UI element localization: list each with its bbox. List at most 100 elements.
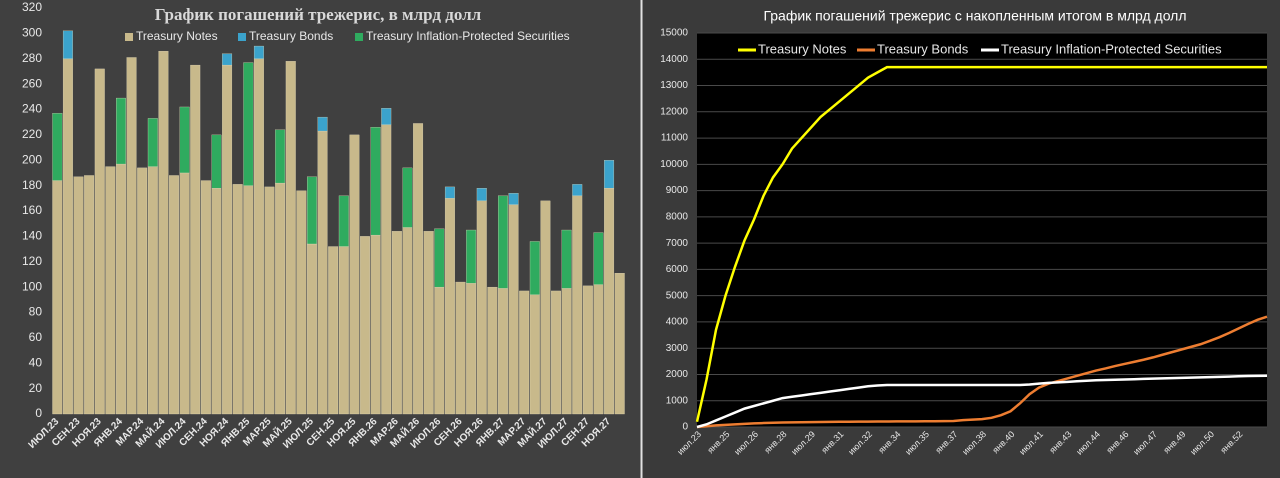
y-tick-label: 180	[22, 178, 42, 192]
y-tick-label: 80	[29, 305, 43, 319]
plot-area	[697, 33, 1267, 427]
bar	[317, 116, 328, 132]
bar	[508, 193, 519, 205]
bar	[540, 200, 551, 415]
y-tick-label: 120	[22, 254, 42, 268]
y-tick-label: 2000	[666, 369, 689, 380]
bar	[614, 273, 625, 415]
bar	[105, 166, 116, 415]
bar	[593, 232, 604, 285]
bar	[402, 227, 413, 415]
y-tick-label: 0	[35, 406, 42, 420]
bar	[338, 246, 349, 415]
bar	[285, 61, 296, 415]
bar	[413, 123, 424, 415]
y-tick-label: 13000	[660, 80, 688, 91]
line	[696, 374, 1268, 429]
bar	[116, 163, 126, 415]
bar	[116, 97, 126, 165]
bar	[52, 180, 63, 415]
y-tick-label: 140	[22, 229, 42, 243]
bar	[275, 129, 286, 184]
y-tick-label: 1000	[666, 395, 689, 406]
bar	[147, 166, 158, 415]
bar	[508, 204, 519, 415]
y-tick-label: 240	[22, 102, 42, 116]
bar	[317, 130, 328, 415]
chart-title: График погашений трежерис, в млрд долл	[155, 5, 482, 24]
bar	[498, 195, 508, 289]
bar	[73, 176, 84, 415]
bar	[179, 172, 190, 415]
bar	[243, 185, 254, 415]
bar	[476, 188, 487, 202]
bar	[381, 108, 392, 125]
y-tick-label: 3000	[666, 343, 689, 354]
bar	[444, 186, 455, 199]
bar	[94, 68, 105, 415]
bar	[275, 182, 286, 415]
bar	[370, 234, 381, 415]
bar	[243, 62, 254, 186]
y-tick-label: 8000	[666, 212, 689, 223]
y-tick-label: 260	[22, 76, 42, 90]
bar	[84, 175, 95, 415]
y-tick-label: 220	[22, 127, 42, 141]
legend-label: Treasury Bonds	[249, 29, 333, 43]
legend-swatch	[125, 33, 133, 41]
legend-label: Treasury Notes	[758, 41, 847, 56]
legend-swatch	[355, 33, 363, 41]
bar	[52, 113, 63, 181]
y-tick-label: 5000	[666, 290, 689, 301]
chart-title: График погашений трежерис с накопленным …	[763, 8, 1186, 24]
y-tick-label: 6000	[666, 264, 689, 275]
bar	[402, 167, 413, 228]
y-tick-label: 9000	[666, 185, 689, 196]
bar	[62, 58, 73, 415]
y-tick-label: 40	[29, 355, 43, 369]
y-tick-label: 10000	[660, 159, 688, 170]
bar	[519, 290, 530, 415]
bar	[370, 127, 381, 236]
bar	[381, 124, 392, 415]
bar	[604, 188, 615, 415]
y-tick-label: 4000	[666, 317, 689, 328]
y-tick-label: 300	[22, 26, 42, 40]
legend-label: Treasury Inflation-Protected Securities	[1001, 41, 1222, 56]
bar	[498, 288, 508, 415]
bar	[529, 294, 540, 415]
bar	[582, 285, 593, 415]
y-tick-label: 200	[22, 152, 42, 166]
y-tick-label: 280	[22, 51, 42, 65]
bar	[423, 231, 434, 415]
y-tick-label: 0	[682, 422, 688, 433]
bar	[360, 236, 370, 415]
bar	[307, 243, 317, 415]
bar	[62, 30, 73, 59]
bar	[169, 175, 179, 415]
bar	[190, 64, 201, 415]
y-tick-label: 15000	[660, 28, 688, 39]
bar	[476, 200, 487, 415]
bar	[466, 229, 477, 284]
bar	[444, 198, 455, 415]
line	[695, 65, 1267, 423]
bar	[572, 195, 583, 415]
y-tick-label: 11000	[661, 133, 689, 144]
bar	[434, 286, 445, 415]
bar	[222, 53, 233, 66]
bar	[253, 58, 264, 415]
bar	[572, 184, 583, 196]
legend-label: Treasury Bonds	[877, 41, 969, 56]
legend-label: Treasury Inflation-Protected Securities	[366, 29, 570, 43]
legend-swatch	[238, 33, 246, 41]
bar	[179, 106, 190, 174]
y-tick-label: 7000	[666, 238, 689, 249]
bar	[296, 190, 307, 415]
y-tick-label: 12000	[660, 106, 688, 117]
bar	[264, 186, 275, 415]
y-tick-label: 320	[22, 0, 42, 14]
bar	[466, 283, 477, 415]
bar	[487, 286, 498, 415]
